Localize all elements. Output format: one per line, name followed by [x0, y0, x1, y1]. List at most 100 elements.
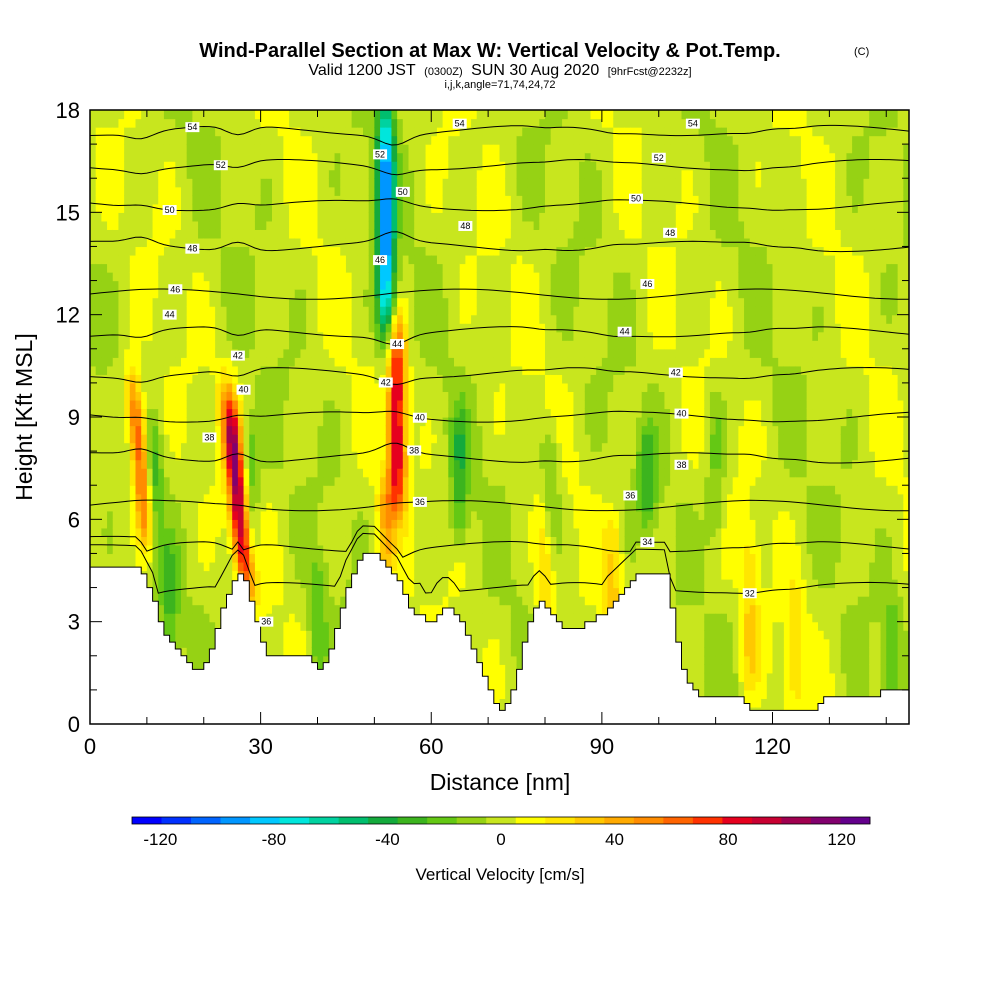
velocity-cell	[277, 630, 284, 640]
velocity-cell	[431, 417, 438, 427]
velocity-cell	[328, 527, 336, 537]
velocity-cell	[215, 502, 222, 512]
velocity-cell	[90, 459, 97, 469]
velocity-cell	[272, 203, 279, 213]
velocity-cell	[254, 459, 262, 469]
velocity-cell	[425, 186, 432, 196]
velocity-cell	[334, 596, 341, 606]
velocity-cell	[454, 434, 461, 444]
velocity-cell	[471, 621, 478, 631]
velocity-cell	[107, 254, 114, 265]
velocity-cell	[476, 340, 484, 350]
velocity-cell	[448, 220, 455, 230]
velocity-cell	[419, 468, 427, 478]
velocity-cell	[254, 544, 262, 555]
velocity-cell	[289, 348, 296, 358]
velocity-cell	[391, 331, 398, 341]
velocity-cell	[323, 638, 330, 648]
velocity-cell	[90, 510, 97, 520]
velocity-cell	[237, 459, 245, 469]
velocity-cell	[328, 408, 336, 418]
velocity-cell	[300, 203, 307, 213]
velocity-cell	[192, 493, 199, 503]
velocity-cell	[431, 561, 438, 572]
velocity-cell	[294, 135, 302, 145]
velocity-cell	[158, 434, 165, 444]
velocity-cell	[465, 382, 472, 393]
velocity-cell	[425, 220, 432, 230]
velocity-cell	[334, 348, 341, 358]
velocity-cell	[363, 178, 370, 188]
velocity-cell	[135, 417, 142, 427]
velocity-cell	[232, 374, 239, 384]
velocity-cell	[203, 314, 211, 324]
velocity-cell	[419, 399, 427, 410]
velocity-cell	[385, 408, 393, 418]
velocity-cell	[351, 118, 358, 128]
velocity-cell	[471, 596, 478, 606]
velocity-cell	[402, 144, 410, 154]
velocity-cell	[317, 485, 324, 495]
velocity-cell	[192, 169, 199, 179]
velocity-cell	[402, 587, 410, 597]
velocity-cell	[135, 195, 142, 205]
velocity-cell	[152, 382, 159, 393]
velocity-cell	[266, 161, 273, 171]
velocity-cell	[237, 536, 245, 546]
velocity-cell	[328, 587, 336, 597]
velocity-cell	[181, 365, 188, 375]
velocity-cell	[311, 263, 319, 273]
velocity-cell	[141, 502, 148, 512]
velocity-cell	[402, 127, 410, 137]
velocity-cell	[448, 587, 455, 597]
velocity-cell	[363, 169, 370, 179]
velocity-cell	[476, 510, 484, 520]
velocity-cell	[198, 314, 205, 324]
velocity-cell	[141, 297, 148, 307]
velocity-cell	[203, 272, 211, 282]
velocity-cell	[266, 272, 273, 282]
velocity-cell	[107, 229, 114, 239]
velocity-cell	[215, 144, 222, 154]
velocity-cell	[317, 630, 324, 640]
velocity-cell	[414, 323, 421, 333]
velocity-cell	[306, 237, 313, 248]
velocity-cell	[203, 638, 211, 648]
velocity-cell	[152, 152, 159, 162]
velocity-cell	[118, 178, 125, 188]
velocity-cell	[436, 169, 444, 179]
velocity-cell	[323, 579, 330, 589]
velocity-cell	[408, 391, 415, 401]
velocity-cell	[328, 596, 336, 606]
velocity-cell	[351, 289, 358, 299]
velocity-cell	[317, 399, 324, 410]
velocity-cell	[158, 246, 165, 256]
velocity-cell	[181, 544, 188, 555]
velocity-cell	[397, 527, 404, 537]
velocity-cell	[402, 544, 410, 555]
velocity-cell	[272, 331, 279, 341]
velocity-cell	[363, 434, 370, 444]
velocity-cell	[311, 212, 319, 222]
velocity-cell	[266, 263, 273, 273]
velocity-cell	[465, 553, 472, 563]
velocity-cell	[334, 289, 341, 299]
velocity-cell	[345, 544, 353, 555]
velocity-cell	[402, 348, 410, 358]
velocity-cell	[368, 459, 375, 469]
velocity-cell	[442, 510, 449, 520]
velocity-cell	[152, 587, 159, 597]
velocity-cell	[436, 476, 444, 486]
velocity-cell	[465, 118, 472, 128]
velocity-cell	[220, 195, 228, 205]
velocity-cell	[402, 357, 410, 367]
velocity-cell	[181, 604, 188, 614]
velocity-cell	[345, 127, 353, 137]
velocity-cell	[448, 579, 455, 589]
velocity-cell	[260, 365, 267, 375]
velocity-cell	[232, 417, 239, 427]
velocity-cell	[175, 178, 182, 188]
velocity-cell	[175, 169, 182, 179]
velocity-cell	[232, 118, 239, 128]
velocity-cell	[459, 382, 466, 393]
